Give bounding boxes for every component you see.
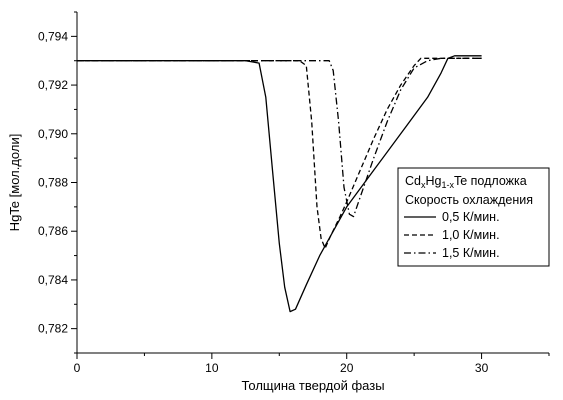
legend-label-3: 1,5 К/мин. [442,246,500,260]
legend-label-2: 1,0 К/мин. [442,228,500,242]
legend-title: CdxHg1-xTe подложка [405,174,527,190]
y-tick-label: 0,794 [38,29,68,43]
legend-title-cd: Cd [405,174,421,188]
series-line-3 [77,57,482,218]
legend-items: 0,5 К/мин. 1,0 К/мин. 1,5 К/мин. [404,210,500,260]
series-line-1 [77,55,482,313]
y-tick-label: 0,788 [38,176,68,190]
x-tick-label: 30 [475,361,489,375]
legend-box [397,167,550,267]
legend: CdxHg1-xTe подложка Скорость охлаждения … [397,167,550,267]
y-axis-ticks: 0,782 0,784 0,786 0,788 0,790 0,792 0,794 [38,11,77,354]
series-line-2 [77,57,482,249]
y-tick-label: 0,786 [38,224,68,238]
y-axis-title: HgTe [мол.доли] [7,134,22,232]
x-tick-label: 10 [205,361,219,375]
y-tick-label: 0,782 [38,322,68,336]
legend-title-x-sub: x [421,180,426,190]
series-lines [77,55,482,313]
y-tick-label: 0,792 [38,78,68,92]
x-axis-title: Толщина твердой фазы [241,378,384,393]
legend-title-hg: Hg [425,174,441,188]
x-tick-label: 20 [340,361,354,375]
y-tick-label: 0,790 [38,127,68,141]
legend-title-te: Te подложка [454,174,527,188]
x-axis-ticks: 0 10 20 30 [74,353,550,375]
legend-subtitle: Скорость охлаждения [405,193,533,207]
legend-label-1: 0,5 К/мин. [442,210,500,224]
x-tick-label: 0 [74,361,81,375]
y-tick-label: 0,784 [38,273,68,287]
legend-title-1x-sub: 1-x [441,180,454,190]
